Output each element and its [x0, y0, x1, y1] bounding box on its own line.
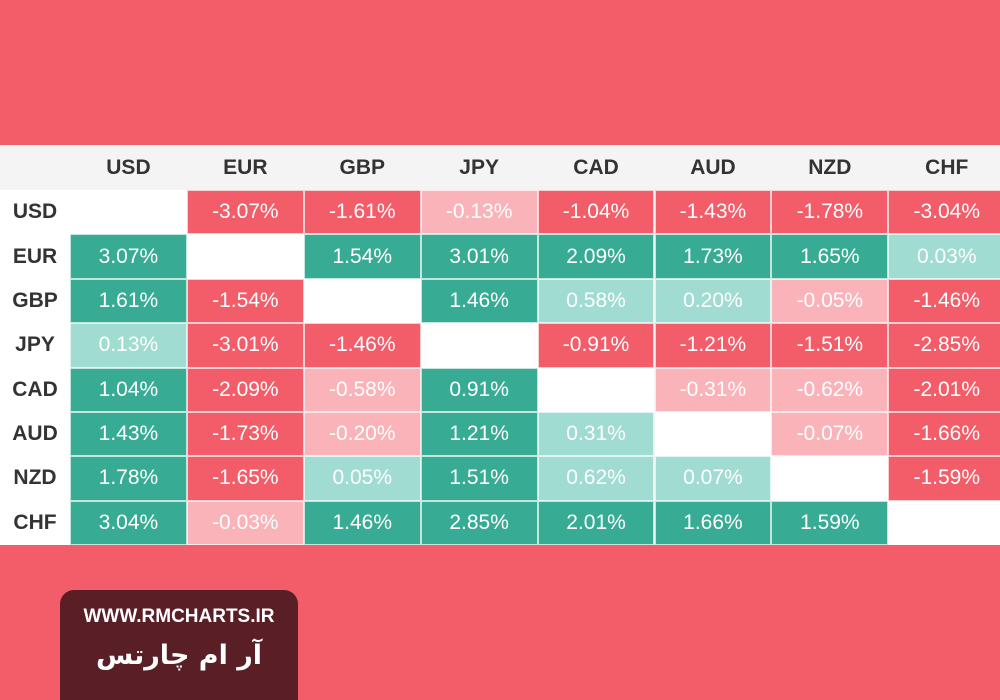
heat-cell: -0.13%	[420, 190, 538, 235]
row-header: CAD	[0, 367, 70, 412]
heat-cell: -2.01%	[888, 367, 1000, 412]
empty-cell	[888, 500, 1000, 545]
heat-cell: 1.61%	[70, 278, 187, 324]
column-header: NZD	[808, 155, 852, 179]
heat-cell: 3.01%	[420, 234, 538, 279]
heat-cell: -1.73%	[186, 411, 304, 457]
empty-cell	[303, 278, 421, 324]
heat-cell: -0.20%	[303, 411, 421, 457]
heat-cell: -3.04%	[888, 190, 1000, 235]
empty-cell	[654, 411, 772, 457]
heat-cell: 1.54%	[303, 234, 421, 279]
empty-cell	[771, 456, 889, 501]
row-header: USD	[0, 190, 70, 235]
row-header: EUR	[0, 234, 70, 279]
heat-cell: 3.04%	[70, 500, 187, 545]
heat-cell: -0.07%	[771, 411, 889, 457]
heat-cell: -1.46%	[303, 323, 421, 368]
heat-cell: 0.62%	[537, 456, 655, 501]
heat-cell: -2.85%	[888, 323, 1000, 368]
heat-cell: -1.61%	[303, 190, 421, 235]
heat-cell: -1.66%	[888, 411, 1000, 457]
heat-cell: -1.43%	[654, 190, 772, 235]
heat-cell: 1.46%	[303, 500, 421, 545]
heat-cell: -1.46%	[888, 278, 1000, 324]
heat-cell: 1.78%	[70, 456, 187, 501]
brand-badge: WWW.RMCHARTS.IR آر ام چارتس	[60, 590, 298, 700]
empty-cell	[186, 234, 304, 279]
column-header: GBP	[339, 155, 385, 179]
row-header: NZD	[0, 456, 70, 501]
heat-cell: 0.07%	[654, 456, 772, 501]
heat-cell: 2.01%	[537, 500, 655, 545]
heat-cell: 0.58%	[537, 278, 655, 324]
heat-cell: 1.59%	[771, 500, 889, 545]
heat-cell: 1.46%	[420, 278, 538, 324]
heat-cell: 1.21%	[420, 411, 538, 457]
heat-cell: 1.51%	[420, 456, 538, 501]
heat-cell: 1.73%	[654, 234, 772, 279]
heat-cell: 0.20%	[654, 278, 772, 324]
heat-cell: 0.31%	[537, 411, 655, 457]
empty-cell	[70, 190, 187, 235]
empty-cell	[420, 323, 538, 368]
heat-cell: 0.91%	[420, 367, 538, 412]
heat-cell: 0.03%	[888, 234, 1000, 279]
heat-cell: -0.05%	[771, 278, 889, 324]
heat-cell: -1.59%	[888, 456, 1000, 501]
heat-cell: 0.13%	[70, 323, 187, 368]
column-header: EUR	[223, 155, 268, 179]
heat-cell: -0.91%	[537, 323, 655, 368]
heat-cell: 2.09%	[537, 234, 655, 279]
column-header: JPY	[459, 155, 499, 179]
brand-url: WWW.RMCHARTS.IR	[83, 606, 275, 627]
heat-cell: -1.54%	[186, 278, 304, 324]
heat-cell: -3.01%	[186, 323, 304, 368]
heat-cell: -1.04%	[537, 190, 655, 235]
row-header: JPY	[0, 323, 70, 368]
heat-cell: -0.03%	[186, 500, 304, 545]
brand-name: آر ام چارتس	[95, 640, 263, 671]
heat-cell: 1.04%	[70, 367, 187, 412]
row-header: AUD	[0, 411, 70, 457]
heat-cell: -1.78%	[771, 190, 889, 235]
heat-cell: -0.62%	[771, 367, 889, 412]
heat-cell: -2.09%	[186, 367, 304, 412]
heat-cell: -1.51%	[771, 323, 889, 368]
heat-cell: -0.58%	[303, 367, 421, 412]
column-header: CHF	[925, 155, 969, 179]
heat-cell: 2.85%	[420, 500, 538, 545]
heat-cell: -3.07%	[186, 190, 304, 235]
row-header: GBP	[0, 278, 70, 324]
heat-cell: 1.65%	[771, 234, 889, 279]
heat-cell: 0.05%	[303, 456, 421, 501]
currency-table: USD EUR GBP JPY CAD AUD NZD CHF USD -3.07% -1.61% -…	[0, 145, 1000, 545]
empty-cell	[537, 367, 655, 412]
column-header: CAD	[573, 155, 619, 179]
heat-cell: 1.43%	[70, 411, 187, 457]
column-header: AUD	[690, 155, 736, 179]
heat-cell: 3.07%	[70, 234, 187, 279]
heat-cell: -0.31%	[654, 367, 772, 412]
heat-cell: -1.21%	[654, 323, 772, 368]
heat-cell: -1.65%	[186, 456, 304, 501]
row-header: CHF	[0, 500, 70, 545]
column-header: USD	[106, 155, 151, 179]
heat-cell: 1.66%	[654, 500, 772, 545]
